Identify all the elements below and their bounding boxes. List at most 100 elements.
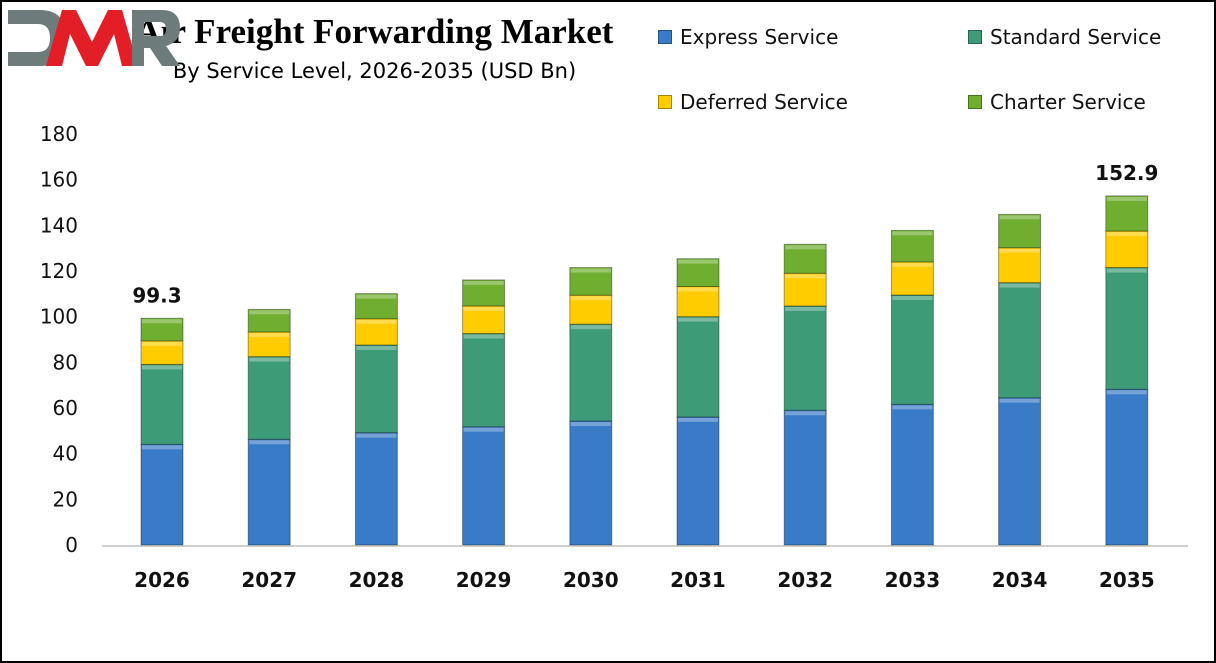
bar-segment-express-service — [783, 409, 827, 546]
x-tick-label: 2032 — [777, 568, 833, 592]
bar-segment-highlight — [463, 334, 504, 339]
bar-segment-highlight — [356, 294, 397, 299]
bar-segment-standard-service — [783, 305, 827, 411]
bar-segment-highlight — [463, 280, 504, 285]
bar-segment-highlight — [570, 296, 611, 301]
bar-segment-express-service — [1105, 388, 1149, 546]
legend-swatch-deferred — [658, 95, 672, 109]
bar-segment-highlight — [249, 332, 290, 337]
y-tick-label: 0 — [65, 533, 78, 557]
legend-swatch-standard — [968, 30, 982, 44]
bar-segment-highlight — [785, 411, 826, 416]
bar-segment-highlight — [570, 422, 611, 427]
y-tick-label: 100 — [40, 305, 78, 329]
legend-swatch-charter — [968, 95, 982, 109]
bar-segment-charter-service — [140, 317, 184, 342]
bar-segment-express-service — [569, 420, 613, 546]
bar-segment-charter-service — [247, 308, 291, 333]
x-tick-label: 2035 — [1099, 568, 1155, 592]
legend-item-standard: Standard Service — [968, 25, 1161, 49]
bar-segment-highlight — [356, 319, 397, 324]
bar-segment-charter-service — [1105, 195, 1149, 232]
bar-segment-highlight — [142, 365, 182, 370]
bar-segment-highlight — [249, 440, 290, 445]
bar-segment-highlight — [463, 306, 504, 311]
bar-segment-highlight — [999, 248, 1040, 253]
bar-segment-highlight — [142, 341, 182, 346]
bar-segment-highlight — [892, 262, 933, 267]
bar-segment-highlight — [142, 445, 182, 450]
bar-segment-deferred-service — [569, 294, 613, 325]
bar-segment-standard-service — [247, 356, 291, 440]
bar-segment-deferred-service — [676, 286, 720, 318]
bar-segment-standard-service — [1105, 267, 1149, 390]
bar-segment-highlight — [678, 417, 718, 422]
bar-segment-express-service — [676, 416, 720, 546]
x-tick-label: 2034 — [992, 568, 1048, 592]
chart-title: Air Freight Forwarding Market — [135, 12, 614, 51]
y-tick-label: 80 — [53, 350, 78, 374]
bar-segment-deferred-service — [354, 318, 398, 346]
dmr-logo — [8, 10, 180, 66]
bar-segment-highlight — [678, 317, 718, 322]
bar-segment-charter-service — [998, 213, 1042, 249]
bar-segment-express-service — [890, 403, 934, 546]
y-tick-label: 120 — [40, 259, 78, 283]
bar-segment-charter-service — [783, 243, 827, 274]
x-tick-label: 2028 — [349, 568, 405, 592]
legend-item-deferred: Deferred Service — [658, 90, 848, 114]
bar-segment-highlight — [785, 306, 826, 311]
bar-segment-charter-service — [890, 229, 934, 263]
bar-segment-highlight — [1106, 390, 1147, 395]
bar-segment-highlight — [678, 259, 718, 264]
x-tick-label: 2027 — [241, 568, 297, 592]
bar-segment-highlight — [249, 357, 290, 362]
legend-item-charter: Charter Service — [968, 90, 1146, 114]
bar-segment-deferred-service — [462, 305, 506, 335]
bar-segment-standard-service — [140, 363, 184, 445]
bar-segment-highlight — [999, 215, 1040, 220]
bar-segment-highlight — [785, 274, 826, 279]
bar-segment-express-service — [354, 432, 398, 546]
bar-segment-highlight — [785, 245, 826, 250]
data-label-total: 152.9 — [1095, 161, 1158, 185]
bar-segment-highlight — [249, 310, 290, 315]
bar-segment-standard-service — [998, 282, 1042, 399]
legend-item-express: Express Service — [658, 25, 838, 49]
y-tick-label: 40 — [53, 442, 78, 466]
legend-label: Charter Service — [990, 90, 1146, 114]
bar-segment-express-service — [462, 426, 506, 546]
bar-segment-deferred-service — [1105, 230, 1149, 269]
x-tick-label: 2026 — [134, 568, 190, 592]
bar-segment-highlight — [1106, 232, 1147, 237]
bar-segment-highlight — [142, 319, 182, 324]
bar-segment-standard-service — [354, 344, 398, 434]
bar-segment-highlight — [570, 325, 611, 330]
bar-segment-standard-service — [676, 316, 720, 418]
bar-segment-highlight — [678, 287, 718, 292]
bar-segment-charter-service — [569, 267, 613, 296]
data-label-total: 99.3 — [132, 283, 181, 307]
y-tick-label: 160 — [40, 168, 78, 192]
legend-label: Express Service — [680, 25, 839, 49]
bar-segment-highlight — [1106, 196, 1147, 201]
bar-segment-charter-service — [462, 279, 506, 307]
y-tick-label: 60 — [53, 396, 78, 420]
bar-segment-express-service — [998, 397, 1042, 546]
bar-segment-express-service — [247, 438, 291, 546]
x-tick-label: 2031 — [670, 568, 726, 592]
legend-swatch-express — [658, 30, 672, 44]
bar-segment-highlight — [892, 405, 933, 410]
bar-segment-highlight — [570, 268, 611, 273]
bar-segment-deferred-service — [783, 272, 827, 307]
bar-segment-highlight — [463, 427, 504, 432]
x-tick-label: 2029 — [456, 568, 512, 592]
bar-segment-deferred-service — [890, 261, 934, 296]
y-tick-label: 20 — [53, 487, 78, 511]
bar-segment-deferred-service — [998, 247, 1042, 284]
bar-segment-standard-service — [890, 294, 934, 405]
bar-segment-highlight — [999, 283, 1040, 288]
bar-segment-highlight — [356, 433, 397, 438]
